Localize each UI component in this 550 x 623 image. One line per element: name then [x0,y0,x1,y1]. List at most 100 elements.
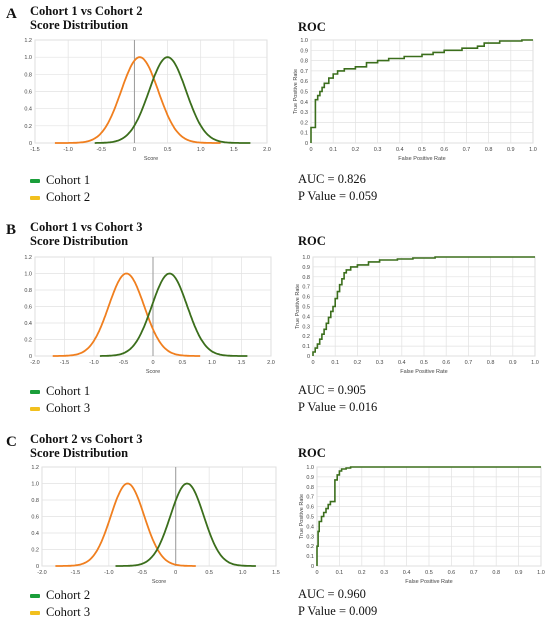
x-tick-label: 1.5 [230,147,238,153]
roc-title: ROC [298,446,326,460]
y-tick-label: 1.0 [306,465,314,471]
x-tick-label: 1.0 [208,360,216,366]
legend-swatch [30,610,40,615]
y-tick-label: 0.6 [306,505,314,511]
stats: AUC = 0.905 P Value = 0.016 [298,383,377,417]
y-tick-label: 0.3 [306,534,314,540]
roc-title: ROC [298,234,326,248]
y-tick-label: 0.1 [302,344,310,350]
legend-item: Cohort 3 [30,604,90,621]
y-tick-label: 0.1 [306,554,314,560]
x-tick-label: -1.0 [89,360,98,366]
x-tick-label: 0.1 [329,147,337,153]
y-tick-label: 0.6 [300,79,308,85]
y-tick-label: 0.2 [31,548,39,554]
y-tick-label: 0 [29,141,32,147]
y-tick-label: 1.2 [24,38,32,44]
legend-swatch [30,593,40,598]
x-tick-label: 0.9 [507,147,515,153]
x-tick-label: 0.3 [376,360,384,366]
y-tick-label: 1.2 [31,465,39,471]
auc-text: AUC = 0.905 [298,383,366,397]
legend-item: Cohort 1 [30,383,90,400]
legend: Cohort 1 Cohort 3 [30,383,90,417]
x-tick-label: 0 [133,147,136,153]
y-tick-label: 0.7 [306,495,314,501]
x-tick-label: 0.7 [465,360,473,366]
legend-label: Cohort 3 [46,605,91,619]
x-tick-label: 0 [315,570,318,576]
x-tick-label: 0 [174,570,177,576]
y-tick-label: 0.7 [302,285,310,291]
y-tick-label: 1.0 [302,255,310,261]
legend-item: Cohort 2 [30,587,90,604]
distribution-chart: 0 0.2 0.4 0.6 0.8 1.0 1.2 -2.0 -1.5 -1.0 -0.5 0 0.5 1… [31,465,280,585]
x-tick-label: 0.4 [398,360,406,366]
x-tick-label: 0.6 [442,360,450,366]
x-tick-label: -2.0 [30,360,39,366]
x-axis-label: Score [144,156,158,162]
density-curve [99,272,248,357]
roc-chart: 0 0.1 0.2 0.3 0.4 0.5 0.6 0.7 0.8 0.9 1.0 0 0.1 0.2 0.… [293,38,537,162]
x-tick-label: -0.5 [97,147,106,153]
y-tick-label: 0.4 [302,314,310,320]
stats: AUC = 0.826 P Value = 0.059 [298,172,377,206]
y-axis-label: True Positive Rate [293,69,299,114]
auc-text: AUC = 0.826 [298,172,366,186]
x-tick-label: 0.8 [485,147,493,153]
x-tick-label: 0.7 [470,570,478,576]
x-tick-label: 0.8 [492,570,500,576]
y-tick-label: 0.9 [302,265,310,271]
density-curve [94,56,251,144]
y-tick-label: 0.8 [31,498,39,504]
panel-title: Cohort 1 vs Cohort 3 Score Distribution [30,220,143,248]
x-tick-label: 1.5 [272,570,280,576]
density-curve [54,56,221,144]
panel-letter: C [6,434,17,450]
x-tick-label: 0.2 [354,360,362,366]
x-tick-label: 0.1 [336,570,344,576]
y-tick-label: 0.8 [300,59,308,65]
y-tick-label: 1.0 [31,482,39,488]
x-tick-label: 0.3 [380,570,388,576]
x-tick-label: 0.5 [425,570,433,576]
title-line-1: Cohort 1 vs Cohort 3 [30,220,143,234]
y-tick-label: 0.2 [306,544,314,550]
x-tick-label: 0.1 [331,360,339,366]
panel-letter: B [6,222,17,238]
y-tick-label: 0.2 [24,338,32,344]
x-tick-label: -1.5 [30,147,39,153]
x-tick-label: 0 [151,360,154,366]
x-tick-label: -1.0 [104,570,113,576]
x-tick-label: -1.5 [60,360,69,366]
x-tick-label: 0 [311,360,314,366]
legend: Cohort 1 Cohort 2 [30,172,90,206]
x-tick-label: -2.0 [37,570,46,576]
x-axis-label: False Positive Rate [400,369,447,375]
y-tick-label: 0.8 [306,485,314,491]
x-tick-label: 0.5 [179,360,187,366]
x-tick-label: 1.0 [531,360,539,366]
y-tick-label: 0.4 [24,107,32,113]
panel-title: Cohort 1 vs Cohort 2 Score Distribution [30,4,143,32]
y-tick-label: 0.5 [302,305,310,311]
legend-swatch [30,178,40,183]
pvalue-text: P Value = 0.059 [298,189,378,203]
x-tick-label: 0.5 [418,147,426,153]
legend-swatch [30,195,40,200]
pvalue-text: P Value = 0.016 [298,400,378,414]
y-tick-label: 0.6 [302,295,310,301]
x-tick-label: 0.2 [352,147,360,153]
y-tick-label: 0.6 [31,515,39,521]
title-line-2: Score Distribution [30,234,129,248]
legend-item: Cohort 3 [30,400,90,417]
x-tick-label: 0.5 [420,360,428,366]
x-tick-label: 0.7 [463,147,471,153]
x-tick-label: 1.0 [537,570,545,576]
y-tick-label: 0.1 [300,131,308,137]
distribution-chart: 0 0.2 0.4 0.6 0.8 1.0 1.2 -1.5 -1.0 -0.5 0 0.5 1.0 1.… [24,38,270,162]
y-tick-label: 0.5 [300,90,308,96]
x-tick-label: 0.6 [440,147,448,153]
title-line-2: Score Distribution [30,446,129,460]
x-axis-label: False Positive Rate [405,579,452,585]
